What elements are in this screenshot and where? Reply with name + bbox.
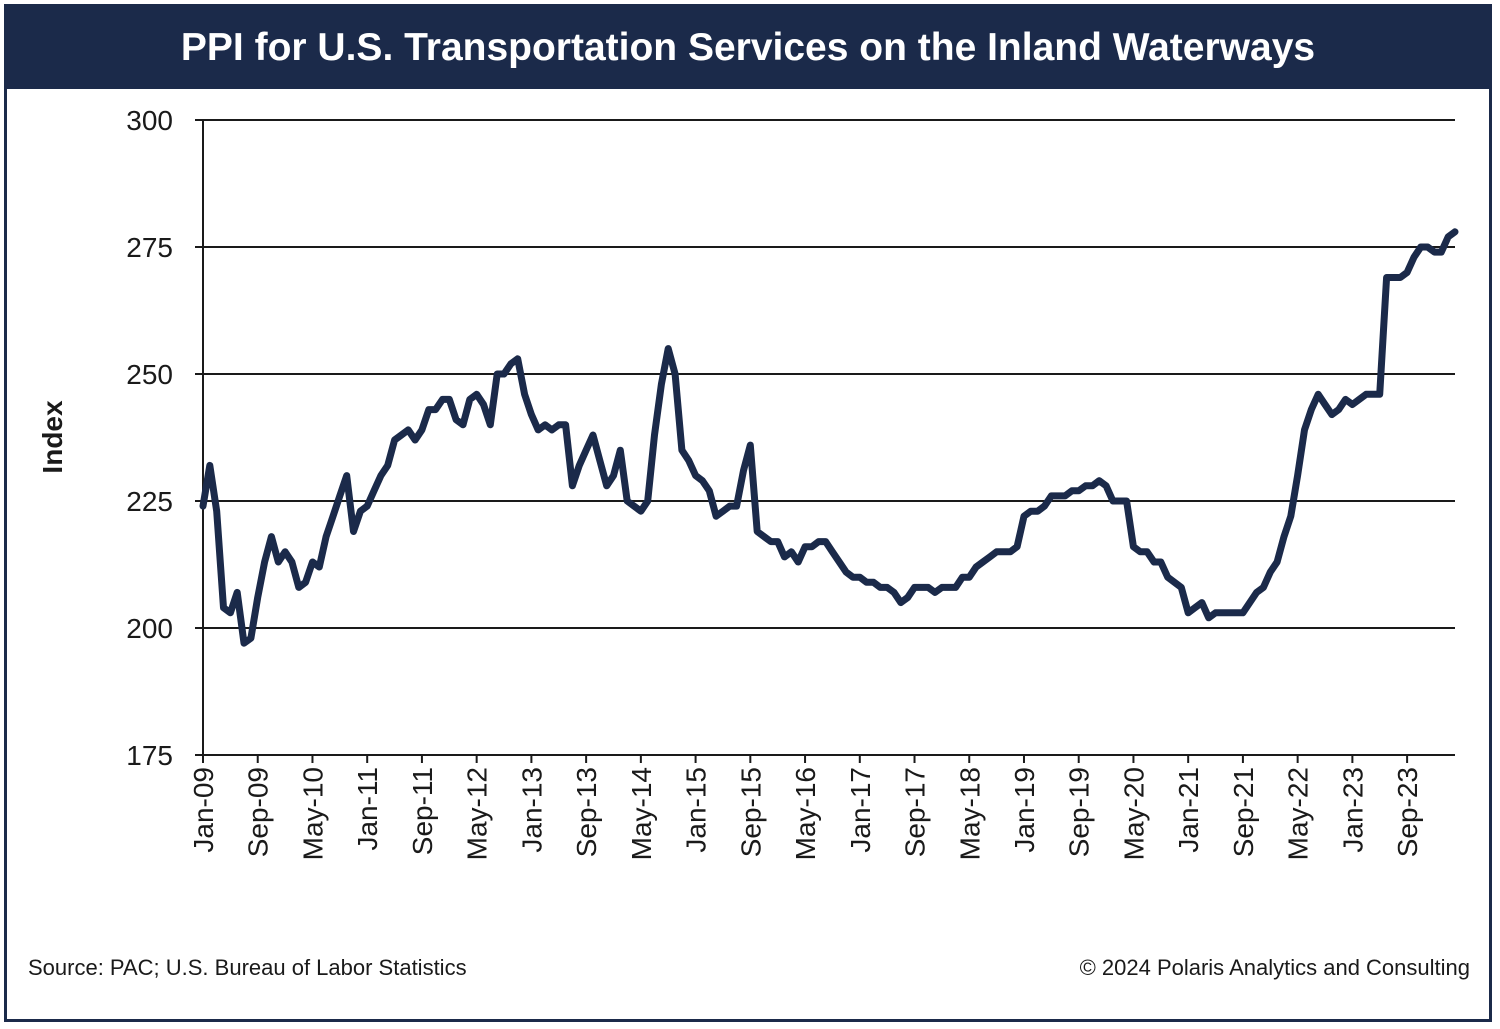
tick-labels: 175 200 225 250 275 300 Jan-09 Sep-09 May-10 Jan-… bbox=[126, 105, 1423, 860]
x-tick-label: May-10 bbox=[297, 767, 328, 860]
y-tick-label: 200 bbox=[126, 613, 173, 644]
series-layer bbox=[199, 228, 1459, 647]
x-tick-label: Jan-19 bbox=[1009, 767, 1040, 853]
x-tick-label: Jan-09 bbox=[188, 767, 219, 853]
x-tick-label: Jan-13 bbox=[516, 767, 547, 853]
x-tick-label: Sep-19 bbox=[1064, 767, 1095, 857]
axes bbox=[195, 119, 1455, 763]
x-tick-label: Sep-09 bbox=[243, 767, 274, 857]
x-tick-label: Jan-15 bbox=[681, 767, 712, 853]
y-tick-label: 300 bbox=[126, 105, 173, 136]
x-tick-label: Sep-11 bbox=[407, 767, 438, 855]
x-tick-label: May-20 bbox=[1118, 767, 1149, 860]
x-tick-label: Sep-13 bbox=[571, 767, 602, 857]
x-tick-label: Sep-17 bbox=[900, 767, 931, 857]
x-tick-label: May-14 bbox=[626, 767, 657, 860]
gridlines bbox=[203, 119, 1455, 629]
chart-frame: PPI for U.S. Transportation Services on … bbox=[4, 4, 1492, 1022]
x-tick-label: Sep-21 bbox=[1228, 767, 1259, 857]
x-tick-label: May-12 bbox=[462, 767, 493, 860]
y-tick-label: 225 bbox=[126, 486, 173, 517]
y-axis-label: Index bbox=[37, 400, 68, 474]
y-tick-label: 175 bbox=[126, 740, 173, 771]
x-tick-label: Jan-17 bbox=[845, 767, 876, 853]
copyright-note: © 2024 Polaris Analytics and Consulting bbox=[1079, 955, 1470, 980]
y-tick-label: 250 bbox=[126, 359, 173, 390]
x-tick-label: May-18 bbox=[954, 767, 985, 860]
x-tick-label: Sep-23 bbox=[1392, 767, 1423, 857]
chart-title: PPI for U.S. Transportation Services on … bbox=[7, 7, 1489, 89]
x-tick-label: May-16 bbox=[790, 767, 821, 860]
x-tick-label: May-22 bbox=[1283, 767, 1314, 860]
x-tick-label: Jan-23 bbox=[1337, 767, 1368, 853]
x-tick-label: Jan-11 bbox=[352, 767, 383, 851]
x-tick-label: Jan-21 bbox=[1173, 767, 1204, 853]
source-note: Source: PAC; U.S. Bureau of Labor Statis… bbox=[28, 955, 467, 980]
series-line bbox=[199, 228, 1459, 647]
y-tick-label: 275 bbox=[126, 232, 173, 263]
x-tick-label: Sep-15 bbox=[735, 767, 766, 857]
